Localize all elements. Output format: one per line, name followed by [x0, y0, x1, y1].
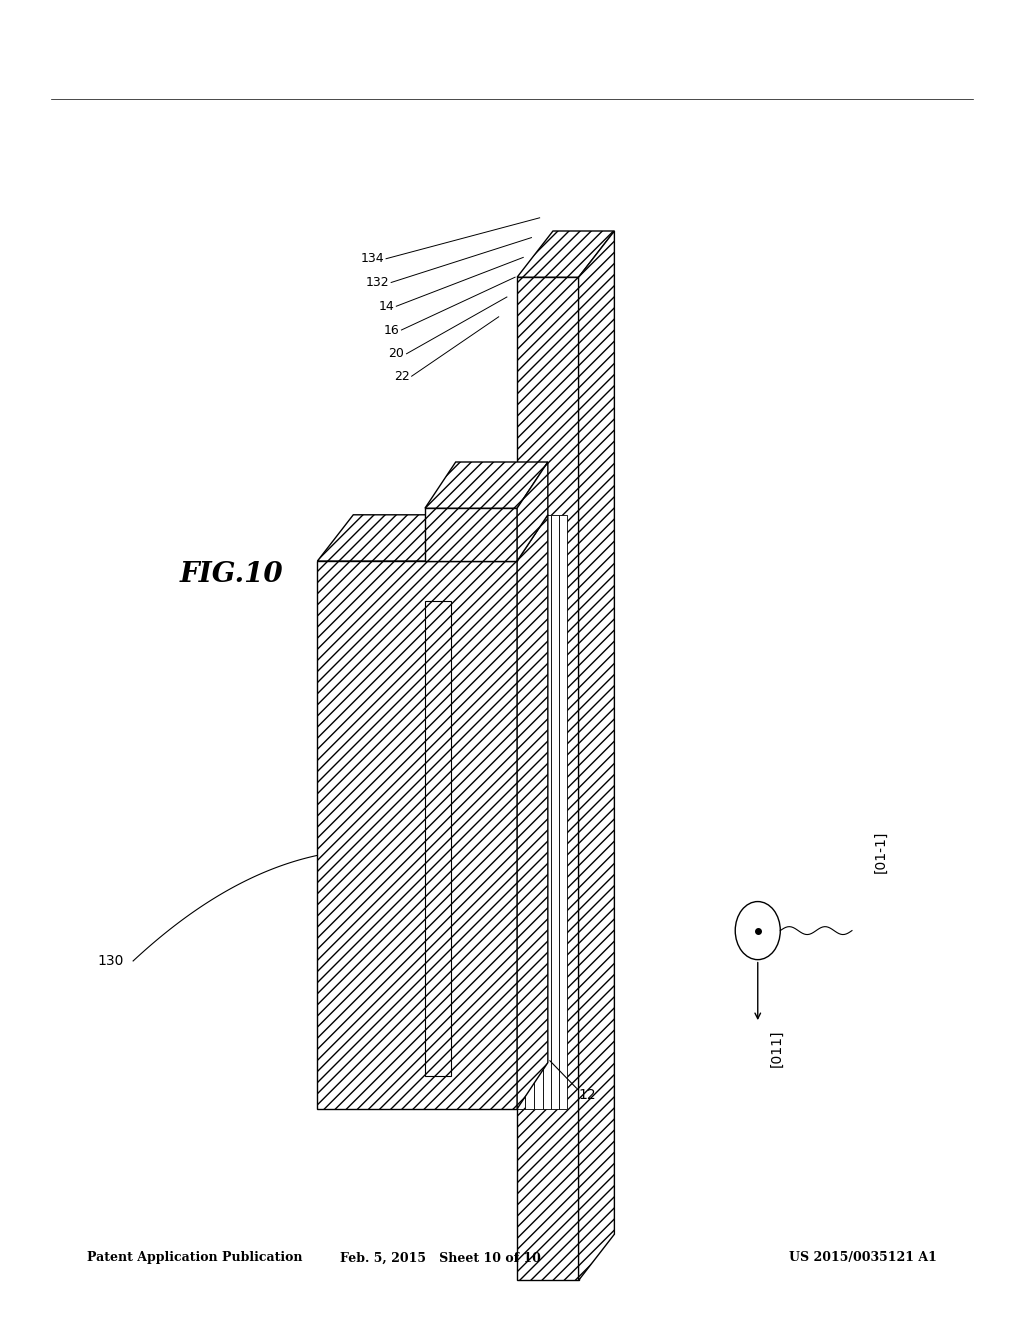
Polygon shape	[425, 508, 517, 561]
Text: 12: 12	[579, 1088, 596, 1102]
Text: 20: 20	[388, 347, 404, 360]
Polygon shape	[317, 515, 548, 561]
Text: [011]: [011]	[769, 1030, 783, 1067]
Text: 132: 132	[366, 276, 389, 289]
Text: 16: 16	[384, 323, 399, 337]
Text: [01-1]: [01-1]	[873, 830, 888, 873]
Polygon shape	[517, 515, 525, 1109]
Text: US 2015/0035121 A1: US 2015/0035121 A1	[790, 1251, 937, 1265]
Polygon shape	[517, 462, 548, 561]
Polygon shape	[517, 277, 579, 1280]
Text: 130: 130	[97, 954, 124, 968]
Polygon shape	[525, 515, 534, 1109]
Polygon shape	[559, 515, 567, 1109]
Polygon shape	[551, 515, 559, 1109]
Polygon shape	[425, 601, 451, 1076]
Polygon shape	[534, 515, 543, 1109]
Text: 14: 14	[379, 300, 394, 313]
Polygon shape	[543, 515, 551, 1109]
Text: 134: 134	[360, 252, 384, 265]
Text: 22B: 22B	[333, 821, 359, 834]
Polygon shape	[517, 231, 614, 277]
Text: Feb. 5, 2015   Sheet 10 of 10: Feb. 5, 2015 Sheet 10 of 10	[340, 1251, 541, 1265]
Polygon shape	[317, 561, 517, 1109]
Text: FIG.10: FIG.10	[179, 561, 283, 587]
Text: Patent Application Publication: Patent Application Publication	[87, 1251, 302, 1265]
Polygon shape	[425, 462, 548, 508]
Polygon shape	[517, 515, 548, 1109]
Text: 22: 22	[394, 370, 410, 383]
Polygon shape	[579, 231, 614, 1280]
